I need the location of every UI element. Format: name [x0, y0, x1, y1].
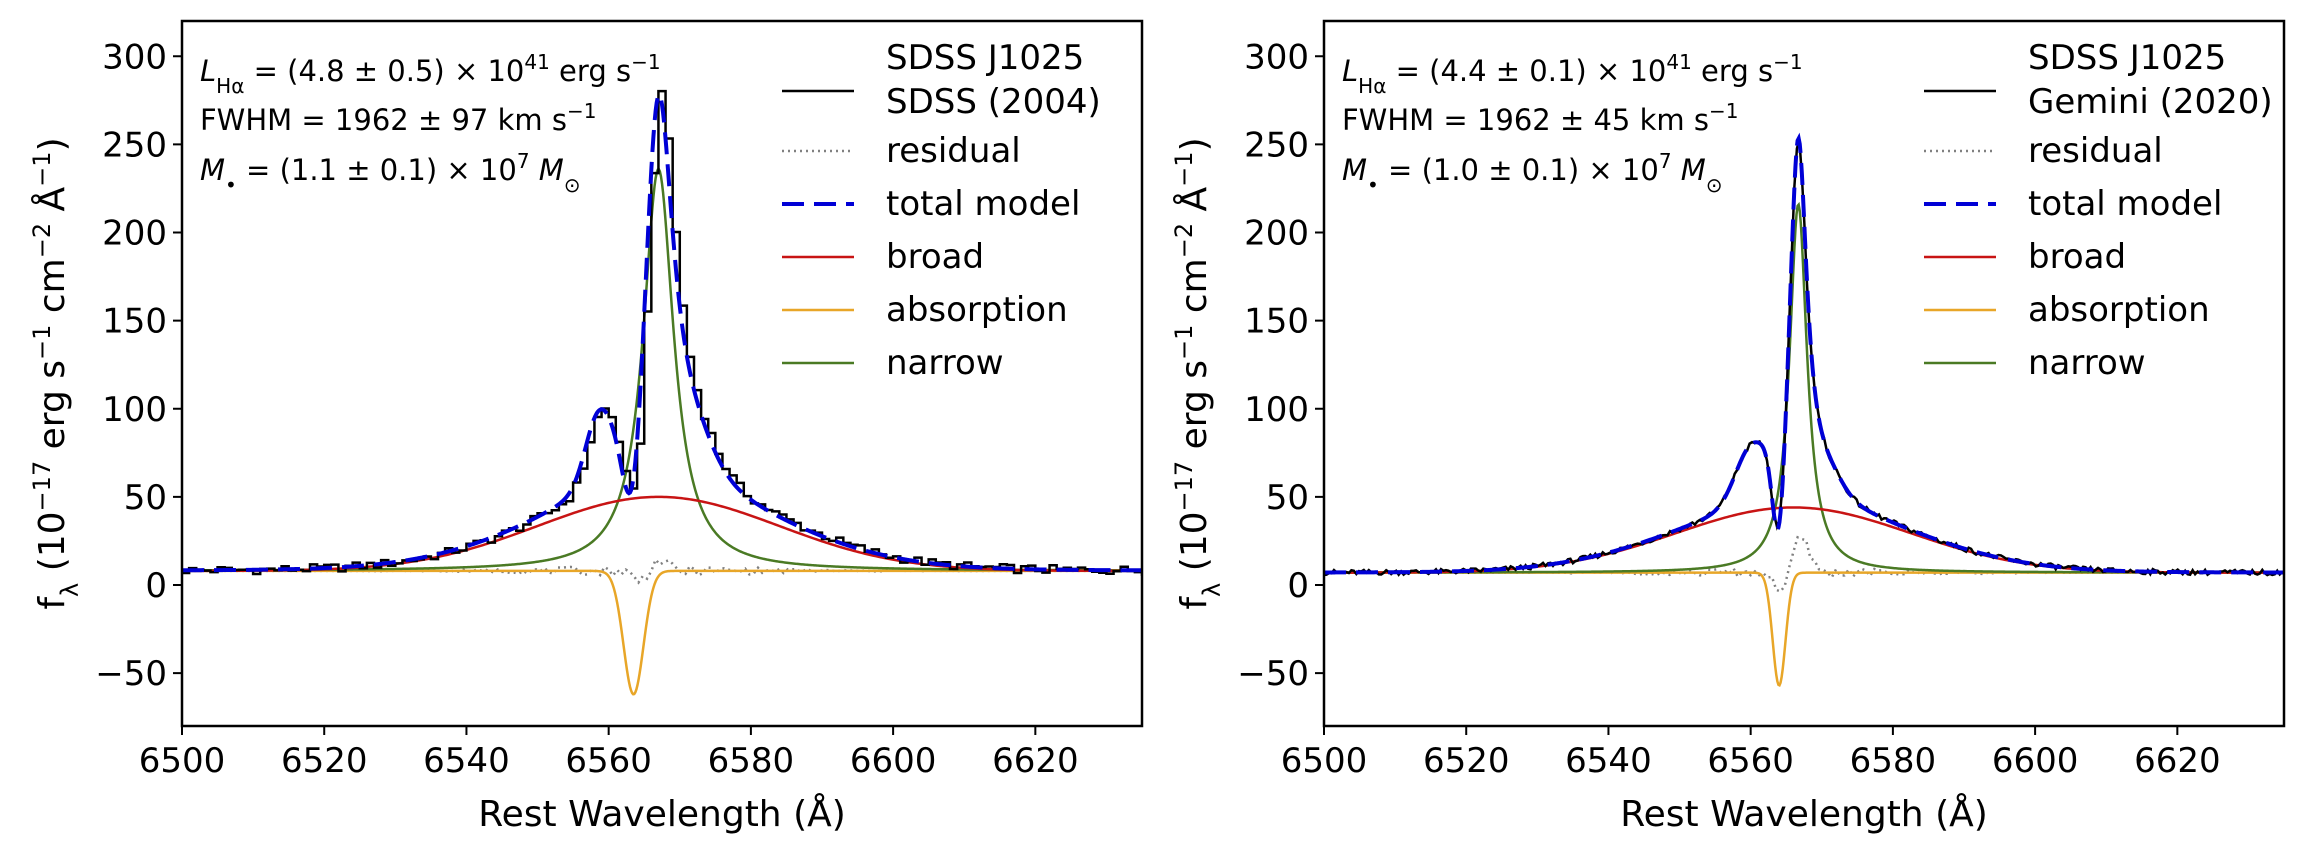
x-tick-label: 6540: [1565, 741, 1652, 781]
legend-label-narrow: narrow: [886, 343, 1004, 383]
y-tick-label: 50: [124, 478, 167, 518]
y-tick-label: 300: [102, 37, 167, 77]
y-tick-label: 250: [1244, 125, 1309, 165]
legend-label-absorption: absorption: [2028, 290, 2210, 330]
x-tick-label: 6620: [2134, 741, 2221, 781]
x-tick-label: 6520: [281, 741, 368, 781]
x-tick-label: 6500: [1281, 741, 1368, 781]
y-tick-label: 100: [102, 390, 167, 430]
residual-line: [1324, 535, 2284, 593]
x-tick-label: 6520: [1423, 741, 1510, 781]
plot-area: [1324, 132, 2284, 687]
y-tick-label: 50: [1266, 478, 1309, 518]
legend-label-data: SDSS J1025: [2028, 38, 2226, 78]
y-tick-label: 0: [145, 566, 167, 606]
legend-label-total: total model: [2028, 184, 2222, 224]
luminosity-annotation: LHα = (4.4 ± 0.1) × 1041 erg s−1: [1342, 50, 1803, 98]
legend-label-broad: broad: [2028, 237, 2126, 277]
chart-panel-1: 6500 6520 6540 6560 6580 6600 6620 −50 0 50 100 150…: [28, 19, 1144, 835]
mass-annotation: M• = (1.0 ± 0.1) × 107 M⊙: [1342, 149, 1723, 197]
mass-annotation: M• = (1.1 ± 0.1) × 107 M⊙: [200, 149, 581, 197]
legend-label-data-line2: SDSS (2004): [886, 82, 1101, 122]
data-spectrum: [182, 89, 1142, 576]
y-tick-label: −50: [95, 654, 167, 694]
x-tick-label: 6600: [1992, 741, 2079, 781]
legend-label-residual: residual: [886, 131, 1021, 171]
x-axis-label: Rest Wavelength (Å): [1620, 792, 1988, 835]
fwhm-annotation: FWHM = 1962 ± 45 km s−1: [1342, 99, 1738, 137]
x-tick-label: 6580: [708, 741, 795, 781]
y-tick-label: 200: [102, 214, 167, 254]
y-axis-label: fλ (10−17 erg s−1 cm−2 Å−1): [28, 137, 84, 609]
legend-label-data: SDSS J1025: [886, 38, 1084, 78]
legend-label-data-line2: Gemini (2020): [2028, 82, 2273, 122]
x-tick-label: 6580: [1850, 741, 1937, 781]
broad-line: [182, 495, 1142, 573]
x-axis-label: Rest Wavelength (Å): [478, 792, 846, 835]
x-tick-label: 6600: [850, 741, 937, 781]
axes-frame: [1322, 19, 2286, 728]
y-tick-label: 0: [1287, 566, 1309, 606]
legend-label-absorption: absorption: [886, 290, 1068, 330]
luminosity-annotation: LHα = (4.8 ± 0.5) × 1041 erg s−1: [200, 50, 661, 98]
axes-frame: [180, 19, 1144, 728]
y-tick-label: 300: [1244, 37, 1309, 77]
x-tick-label: 6560: [1707, 741, 1794, 781]
plot-area: [182, 89, 1142, 696]
y-tick-label: 250: [102, 125, 167, 165]
y-axis-label: fλ (10−17 erg s−1 cm−2 Å−1): [1170, 137, 1226, 609]
y-tick-label: 150: [102, 302, 167, 342]
y-tick-label: 150: [1244, 302, 1309, 342]
x-tick-label: 6620: [992, 741, 1079, 781]
legend-label-total: total model: [886, 184, 1080, 224]
fwhm-annotation: FWHM = 1962 ± 97 km s−1: [200, 99, 596, 137]
y-tick-label: 100: [1244, 390, 1309, 430]
chart-panel-2: 6500 6520 6540 6560 6580 6600 6620 −50 0 50 100 150…: [1170, 19, 2286, 835]
x-tick-label: 6500: [139, 741, 226, 781]
y-tick-label: 200: [1244, 214, 1309, 254]
total-model-line: [182, 92, 1142, 573]
absorption-line: [182, 569, 1142, 696]
absorption-line: [1324, 571, 2284, 687]
x-tick-label: 6560: [565, 741, 652, 781]
total-model-line: [1324, 132, 2284, 575]
y-tick-label: −50: [1237, 654, 1309, 694]
legend-label-residual: residual: [2028, 131, 2163, 171]
legend-label-narrow: narrow: [2028, 343, 2146, 383]
legend-label-broad: broad: [886, 237, 984, 277]
x-tick-label: 6540: [423, 741, 510, 781]
